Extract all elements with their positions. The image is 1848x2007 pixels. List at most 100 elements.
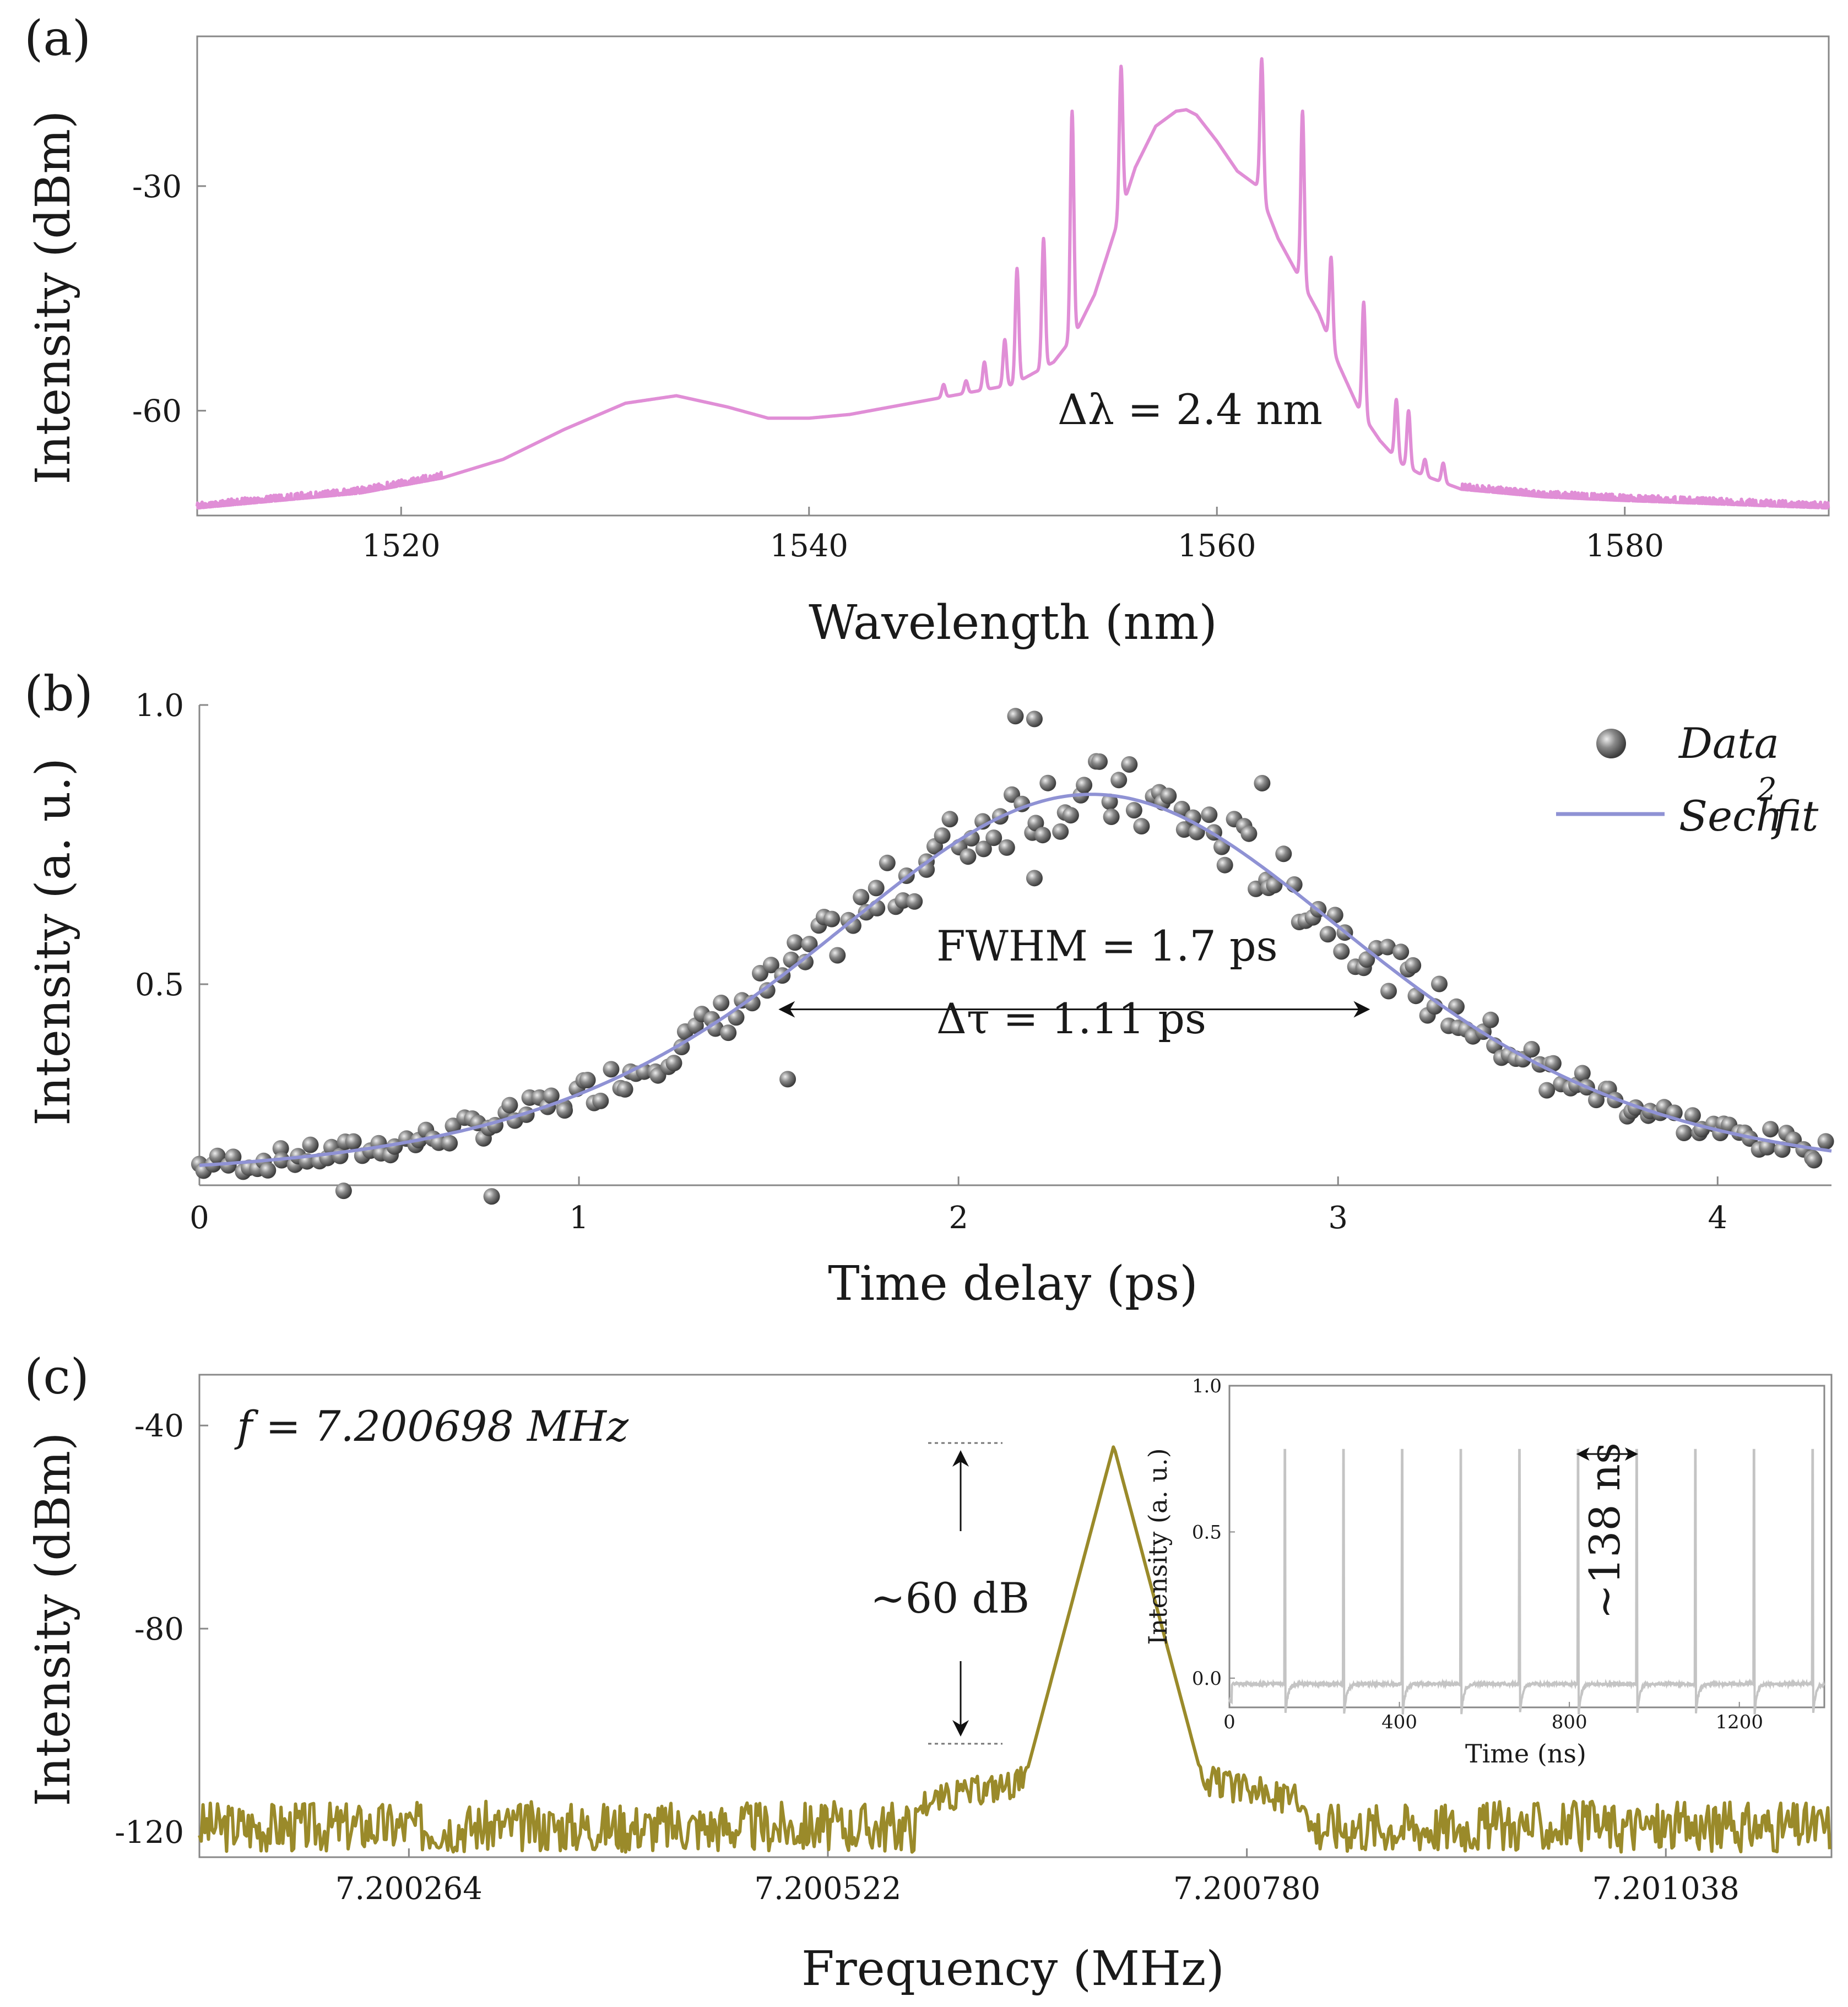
rf-spectrum-line <box>198 1445 1831 1854</box>
data-point <box>1588 1092 1605 1109</box>
data-point <box>1358 951 1375 968</box>
data-point <box>1319 926 1336 943</box>
data-point <box>1431 975 1448 992</box>
data-point <box>960 848 977 865</box>
y-tick-label-b: 0.5 <box>135 967 184 1003</box>
legend-data-marker <box>1596 729 1626 758</box>
data-point <box>906 893 923 910</box>
data-point <box>556 1102 573 1119</box>
inset-x-tick-label: 800 <box>1552 1711 1587 1733</box>
x-tick-label-b: 3 <box>1328 1200 1348 1236</box>
data-point <box>1275 845 1292 863</box>
data-point <box>941 811 958 828</box>
data-point <box>868 880 885 897</box>
data-point <box>579 1072 596 1088</box>
data-point <box>501 1097 518 1114</box>
x-axis-title-c: Frequency (MHz) <box>801 1941 1224 1997</box>
data-point <box>1121 756 1138 773</box>
fwhm-annotation: FWHM = 1.7 ps <box>936 921 1278 970</box>
panel-a: (a) 1520 1540 1560 1580 -30 -60 Δλ = 2.4 nm W… <box>24 10 1830 650</box>
x-tick-label-c: 7.200780 <box>1173 1871 1320 1907</box>
panel-label-a: (a) <box>24 10 91 67</box>
data-point <box>1062 807 1079 824</box>
data-point <box>801 936 818 953</box>
data-point <box>1817 1133 1834 1150</box>
data-point <box>616 1081 633 1098</box>
data-point <box>1039 774 1056 791</box>
data-point <box>1405 957 1422 974</box>
y-tick-label-a: -30 <box>132 169 182 205</box>
x-tick-label-a: 1520 <box>362 528 441 564</box>
x-axis-title-a: Wavelength (nm) <box>809 595 1217 650</box>
data-point <box>1201 806 1218 823</box>
data-point <box>1380 983 1397 1000</box>
data-point <box>1544 1055 1562 1072</box>
data-point <box>1538 1082 1556 1099</box>
inset-frame <box>1228 1385 1825 1708</box>
data-point <box>1103 809 1120 825</box>
data-point <box>302 1136 319 1153</box>
data-point <box>543 1087 560 1104</box>
data-point <box>1110 772 1128 789</box>
data-point <box>1101 793 1118 810</box>
data-point <box>345 1133 362 1150</box>
data-point <box>1676 1125 1693 1141</box>
inset-x-tick-label: 400 <box>1381 1711 1417 1733</box>
panel-label-b: (b) <box>24 665 93 722</box>
data-point <box>272 1140 289 1157</box>
sech2-fit-line <box>199 793 1832 1167</box>
inset-y-tick-label: 0.5 <box>1192 1521 1222 1543</box>
data-point <box>225 1148 242 1165</box>
legend-fit-exponent: 2 <box>1757 772 1777 807</box>
y-axis-title-b: Intensity (a. u.) <box>26 758 81 1126</box>
x-tick-label-a: 1560 <box>1178 528 1256 564</box>
axis-ticks-c: 7.200264 7.200522 7.200780 7.201038 -40 -80 -1… <box>115 1408 1739 1907</box>
data-point <box>209 1147 226 1164</box>
data-point <box>1806 1152 1823 1169</box>
panel-c: (c) 7.200264 7.200522 7.200780 7.201038 -40 -… <box>24 1348 1833 1997</box>
data-point <box>998 839 1015 856</box>
data-point <box>1034 827 1051 844</box>
data-point <box>985 829 1002 847</box>
x-tick-label-b: 4 <box>1708 1200 1727 1236</box>
y-tick-label-c: -40 <box>134 1408 184 1444</box>
data-point <box>1216 856 1233 874</box>
data-point <box>1392 943 1410 961</box>
data-point <box>1125 802 1142 819</box>
data-point <box>975 840 992 858</box>
data-point <box>787 934 804 951</box>
data-point <box>1175 821 1193 838</box>
data-point <box>592 1092 609 1109</box>
inset-plot: 0 400 800 1200 0.0 0.5 1.0 ~138 ns Time (ns) I… <box>1143 1375 1825 1769</box>
data-point <box>441 1135 458 1152</box>
data-point <box>1026 870 1043 887</box>
data-point <box>713 994 730 1011</box>
x-tick-label-b: 1 <box>569 1200 589 1236</box>
data-point <box>853 888 870 905</box>
x-tick-label-a: 1580 <box>1585 528 1664 564</box>
data-point <box>1684 1107 1701 1124</box>
data-point <box>1574 1065 1591 1082</box>
y-tick-label-b: 1.0 <box>135 688 184 724</box>
data-point <box>1027 815 1044 832</box>
panel-b: (b) 0 1 2 3 4 0.5 1.0 FWHM = 1.7 ps Δτ = 1.11 … <box>24 665 1834 1311</box>
x-tick-label-a: 1540 <box>769 528 848 564</box>
legend: Data Sech 2 fit <box>1556 719 1819 840</box>
data-point <box>335 1182 352 1200</box>
rep-rate-annotation: f = 7.200698 MHz <box>234 1402 629 1451</box>
data-point <box>1240 825 1258 842</box>
inset-x-tick-label: 0 <box>1223 1711 1235 1733</box>
y-axis-title-a: Intensity (dBm) <box>26 110 81 484</box>
legend-fit-label-sech: Sech <box>1679 791 1783 840</box>
data-point <box>797 953 814 970</box>
data-point <box>1523 1041 1540 1057</box>
data-point <box>1052 823 1069 840</box>
data-point <box>879 854 896 871</box>
inset-x-tick-label: 1200 <box>1715 1711 1763 1733</box>
delta-tau-annotation: Δτ = 1.11 ps <box>936 994 1206 1043</box>
delta-lambda-annotation: Δλ = 2.4 nm <box>1058 385 1323 434</box>
plot-frame-c <box>198 1374 1833 1858</box>
x-tick-label-b: 0 <box>189 1200 209 1236</box>
data-point <box>665 1055 682 1072</box>
